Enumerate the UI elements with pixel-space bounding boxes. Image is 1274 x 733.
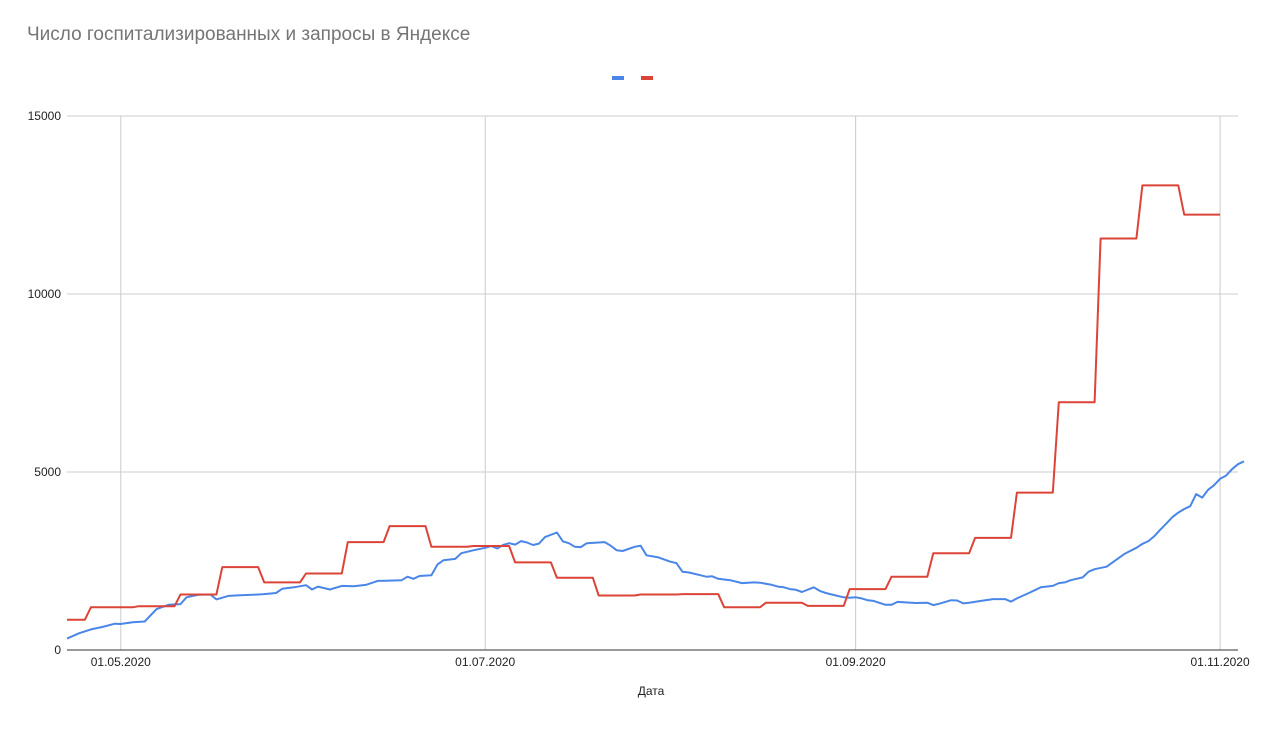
series-line-red (67, 184, 1221, 621)
y-tick-label: 15000 (28, 109, 62, 123)
y-tick-label: 10000 (28, 287, 62, 301)
x-tick-label: 01.07.2020 (455, 655, 515, 669)
legend-swatch (641, 76, 653, 80)
x-axis-title: Дата (638, 684, 665, 698)
x-tick-label: 01.09.2020 (826, 655, 886, 669)
gridlines (67, 115, 1238, 650)
x-tick-label: 01.11.2020 (1190, 655, 1249, 669)
y-tick-label: 5000 (34, 465, 61, 479)
legend-swatch (612, 76, 624, 80)
chart-title: Число госпитализированных и запросы в Ян… (27, 24, 471, 45)
tick-labels: 0 5000 10000 15000 01.05.2020 01.07.2020 01.09… (28, 109, 1250, 669)
y-tick-label: 0 (54, 643, 61, 657)
series-line-blue (66, 460, 1245, 640)
series-group (66, 184, 1245, 640)
legend (612, 76, 653, 80)
x-tick-label: 01.05.2020 (91, 655, 151, 669)
